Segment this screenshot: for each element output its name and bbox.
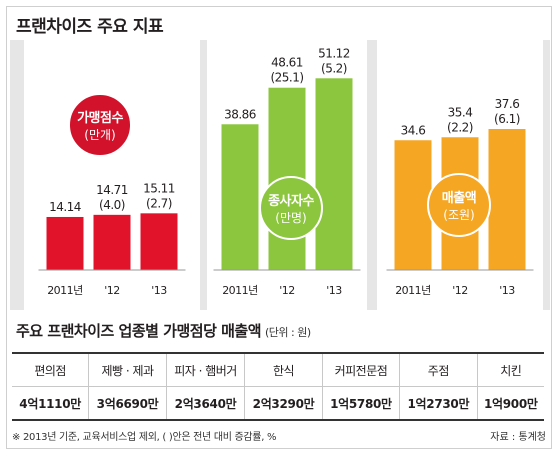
growth-label: (4.0): [99, 198, 125, 212]
sales-value-cell: 3억6690만: [88, 386, 167, 421]
category-label: 2011년: [222, 284, 258, 297]
sales-header-cell: 편의점: [12, 352, 90, 387]
sales-header-cell: 한식: [244, 352, 323, 387]
sales-header-cell: 커피전문점: [322, 352, 401, 387]
value-label: 14.14: [49, 200, 81, 214]
bar: [394, 140, 432, 270]
bar: [488, 129, 526, 270]
sales-value-cell: 4억1110만: [12, 386, 90, 421]
sales-title: 주요 프랜차이즈 업종별 가맹점당 매출액 (단위 : 원): [16, 320, 311, 341]
category-label: 2011년: [47, 284, 83, 297]
value-label: 35.4: [448, 105, 473, 119]
category-label: '13: [151, 284, 167, 297]
metric-unit: (만개): [84, 128, 115, 142]
bar: [46, 216, 84, 270]
growth-label: (2.2): [447, 120, 473, 134]
growth-label: (5.2): [321, 61, 347, 75]
category-label: '13: [326, 284, 342, 297]
sales-header-row: 편의점 제빵 · 제과 피자 · 햄버거 한식 커피전문점 주점 치킨: [12, 352, 544, 387]
sales-value-cell: 1억5780만: [322, 386, 401, 421]
sales-header-cell: 제빵 · 제과: [88, 352, 167, 387]
sales-value-cell: 2억3290만: [244, 386, 323, 421]
value-label: 37.6: [495, 97, 520, 111]
chart-area: 14.14 2011년 14.71 (4.0) '12 15.11 (2.7) '13 가맹점수…: [10, 40, 550, 310]
sales-header-cell: 피자 · 햄버거: [166, 352, 246, 387]
metric-bubble: [427, 173, 491, 237]
metric-label: 가맹점수: [77, 110, 123, 126]
sales-value-row: 4억1110만 3억6690만 2억3640만 2억3290만 1억5780만 …: [12, 386, 544, 421]
sales-value-cell: 1억900만: [477, 386, 544, 421]
value-label: 14.71: [96, 183, 128, 197]
bar-charts: 14.14 2011년 14.71(4.0) '12 15.11(2.7) '13 가맹점수…: [24, 40, 543, 310]
metric-label: 종사자수: [268, 193, 314, 209]
category-label: '12: [104, 284, 120, 297]
metric-bubble: [259, 176, 323, 240]
sales-header-cell: 주점: [399, 352, 478, 387]
value-label: 48.61: [271, 56, 303, 70]
sales-unit: (단위 : 원): [265, 326, 311, 339]
category-label: '12: [279, 284, 295, 297]
growth-label: (25.1): [270, 71, 303, 85]
page-title: 프랜차이즈 주요 지표: [16, 17, 164, 37]
bar: [315, 78, 353, 270]
growth-label: (2.7): [146, 196, 172, 210]
sales-header-cell: 치킨: [477, 352, 544, 387]
source-note: 자료 : 통계청: [490, 432, 546, 443]
bar: [93, 214, 131, 270]
footnote: ※ 2013년 기준, 교육서비스업 제외, ( )안은 전년 대비 증감률, …: [12, 432, 277, 443]
metric-unit: (만명): [275, 211, 306, 225]
value-label: 38.86: [224, 107, 256, 121]
sales-value-cell: 2억3640만: [166, 386, 246, 421]
value-label: 15.11: [143, 181, 175, 195]
metric-unit: (조원): [443, 208, 474, 222]
sales-value-cell: 1억2730만: [399, 386, 478, 421]
sales-title-text: 주요 프랜차이즈 업종별 가맹점당 매출액: [16, 322, 262, 340]
category-label: '13: [499, 284, 515, 297]
category-label: 2011년: [395, 284, 431, 297]
metric-label: 매출액: [442, 190, 476, 206]
metric-bubble: [68, 93, 132, 157]
value-label: 51.12: [318, 46, 350, 60]
category-label: '12: [452, 284, 468, 297]
bar: [140, 213, 178, 270]
bar: [221, 124, 259, 271]
sales-table: 편의점 제빵 · 제과 피자 · 햄버거 한식 커피전문점 주점 치킨 4억11…: [12, 352, 544, 421]
growth-label: (6.1): [494, 112, 520, 126]
value-label: 34.6: [401, 123, 426, 137]
